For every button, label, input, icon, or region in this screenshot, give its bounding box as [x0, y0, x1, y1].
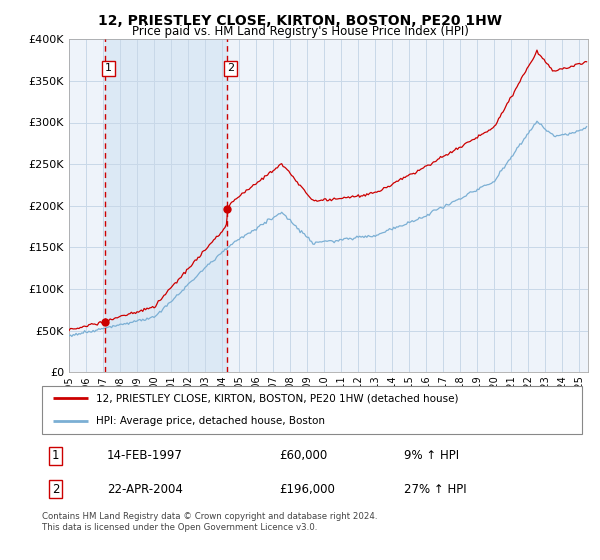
- Text: 12, PRIESTLEY CLOSE, KIRTON, BOSTON, PE20 1HW (detached house): 12, PRIESTLEY CLOSE, KIRTON, BOSTON, PE2…: [96, 393, 458, 403]
- Text: 12, PRIESTLEY CLOSE, KIRTON, BOSTON, PE20 1HW: 12, PRIESTLEY CLOSE, KIRTON, BOSTON, PE2…: [98, 14, 502, 28]
- Bar: [105, 39, 227, 372]
- Text: £196,000: £196,000: [280, 483, 335, 496]
- Text: 2: 2: [52, 483, 59, 496]
- Text: 22-APR-2004: 22-APR-2004: [107, 483, 182, 496]
- Text: £60,000: £60,000: [280, 449, 328, 462]
- Text: 1: 1: [52, 449, 59, 462]
- Text: Price paid vs. HM Land Registry's House Price Index (HPI): Price paid vs. HM Land Registry's House …: [131, 25, 469, 38]
- Text: HPI: Average price, detached house, Boston: HPI: Average price, detached house, Bost…: [96, 416, 325, 426]
- Text: Contains HM Land Registry data © Crown copyright and database right 2024.
This d: Contains HM Land Registry data © Crown c…: [42, 512, 377, 532]
- Text: 9% ↑ HPI: 9% ↑ HPI: [404, 449, 459, 462]
- Text: 14-FEB-1997: 14-FEB-1997: [107, 449, 182, 462]
- FancyBboxPatch shape: [42, 386, 582, 434]
- Text: 2: 2: [227, 63, 235, 73]
- Text: 27% ↑ HPI: 27% ↑ HPI: [404, 483, 466, 496]
- Text: 1: 1: [105, 63, 112, 73]
